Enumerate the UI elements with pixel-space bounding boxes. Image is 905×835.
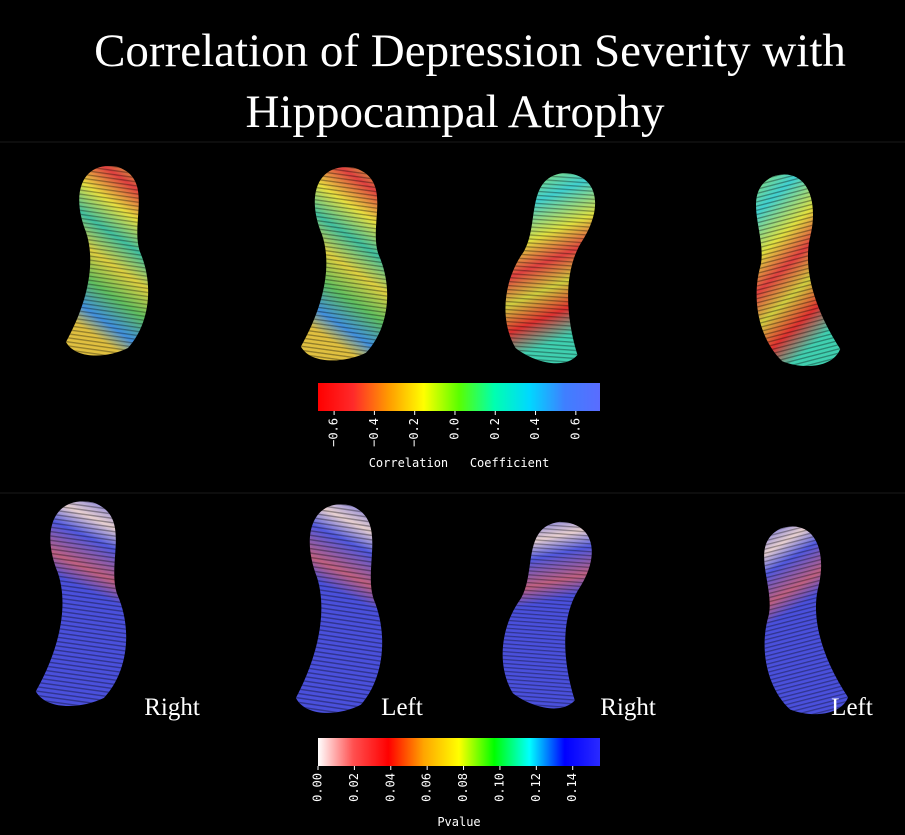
title-line: Correlation of Depression Severity with: [94, 25, 846, 77]
figure: Correlation of Depression Severity with …: [0, 0, 905, 835]
view-label: Right: [600, 694, 656, 721]
title-line: Hippocampal Atrophy: [245, 86, 665, 138]
colorbar-label: Correlation Coefficient: [369, 456, 550, 470]
tick-label: 0.06: [420, 773, 434, 802]
view-label: Left: [381, 694, 423, 721]
colorbar: [318, 738, 600, 766]
tick-label: 0.0: [447, 418, 461, 440]
tick-label: 0.2: [488, 418, 502, 440]
tick-label: 0.14: [565, 773, 579, 802]
view-label: Right: [144, 694, 200, 721]
tick-label: −0.6: [327, 418, 341, 447]
tick-label: 0.10: [492, 773, 506, 802]
tick-label: 0.12: [529, 773, 543, 802]
tick-label: 0.6: [568, 418, 582, 440]
tick-label: 0.00: [311, 773, 325, 802]
tick-label: −0.2: [407, 418, 421, 447]
tick-label: −0.4: [367, 418, 381, 447]
tick-label: 0.02: [347, 773, 361, 802]
colorbar-label: Pvalue: [437, 815, 480, 829]
view-label: Left: [831, 694, 873, 721]
tick-label: 0.08: [456, 773, 470, 802]
colorbar: [318, 383, 600, 411]
tick-label: 0.4: [528, 418, 542, 440]
hippocampus-render: [36, 166, 850, 719]
tick-label: 0.04: [383, 773, 397, 802]
